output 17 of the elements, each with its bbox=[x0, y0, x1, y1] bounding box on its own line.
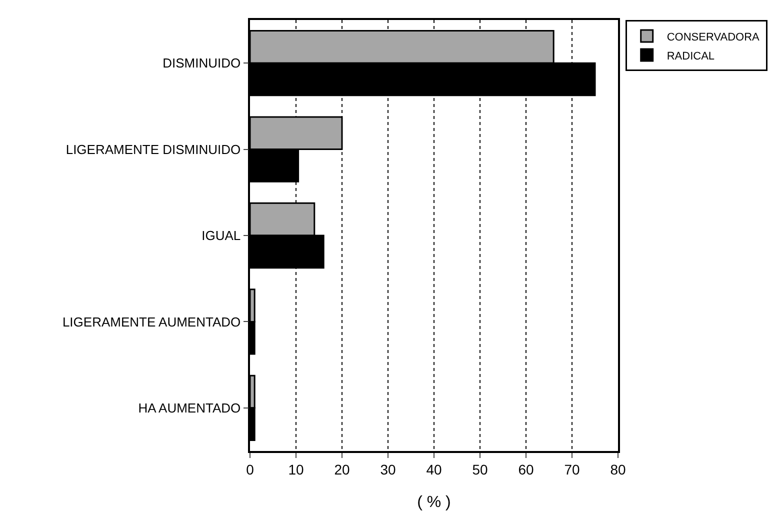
x-tick-label: 40 bbox=[426, 462, 442, 478]
x-tick-label: 0 bbox=[246, 462, 254, 478]
x-tick-label: 10 bbox=[288, 462, 304, 478]
y-tick-label: HA AUMENTADO bbox=[138, 400, 241, 416]
x-tick-label: 50 bbox=[472, 462, 488, 478]
y-tick-label: LIGERAMENTE DISMINUIDO bbox=[66, 142, 241, 157]
y-tick-label: IGUAL bbox=[202, 228, 241, 244]
x-tick-label: 80 bbox=[610, 462, 626, 478]
x-tick-label: 70 bbox=[564, 462, 580, 478]
legend-label: CONSERVADORA bbox=[666, 31, 760, 44]
legend-label: RADICAL bbox=[666, 50, 715, 62]
x-axis-title: ( % ) bbox=[417, 494, 451, 511]
x-tick-label: 20 bbox=[334, 462, 350, 478]
x-tick-label: 30 bbox=[380, 462, 396, 478]
x-tick-label: 60 bbox=[518, 462, 534, 478]
y-tick-label: DISMINUIDO bbox=[162, 56, 241, 71]
y-tick-label: LIGERAMENTE AUMENTADO bbox=[62, 314, 241, 330]
